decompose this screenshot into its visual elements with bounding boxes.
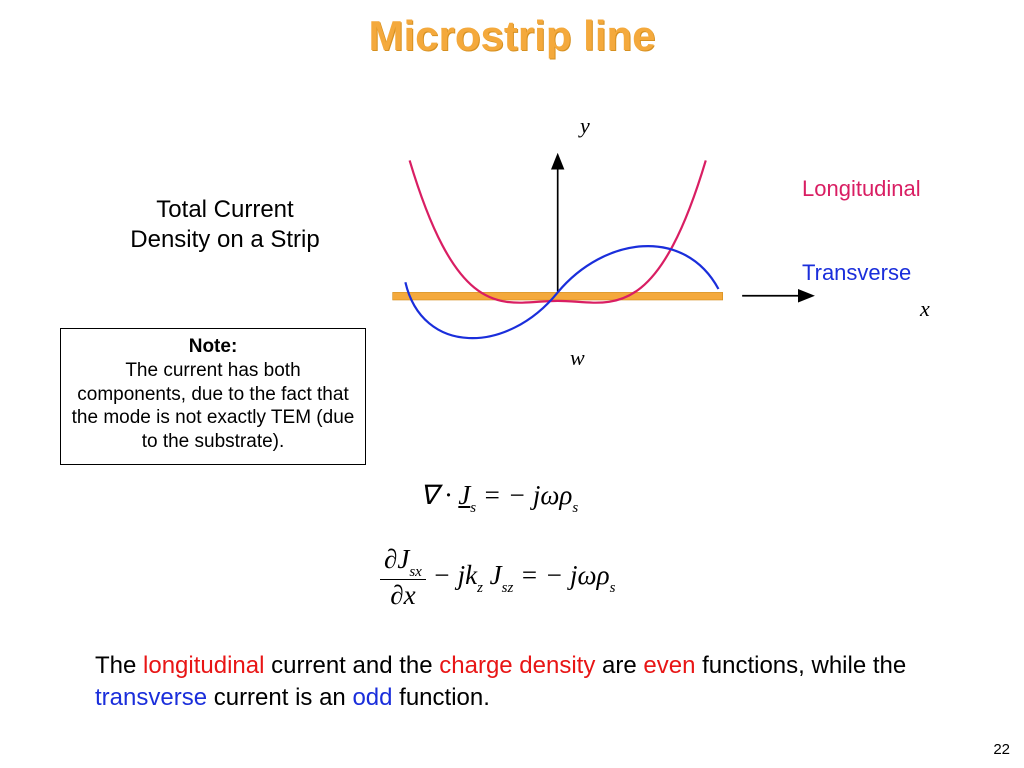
- legend-longitudinal: Longitudinal: [802, 176, 921, 202]
- bt-odd: odd: [352, 684, 392, 711]
- page-title: Microstrip line: [0, 12, 1024, 60]
- subtitle-line1: Total Current: [156, 196, 293, 223]
- bt-even: even: [643, 652, 695, 679]
- bt-charge: charge density: [439, 652, 595, 679]
- bt-3: are: [595, 652, 643, 679]
- bt-4: functions, while the: [695, 652, 906, 679]
- equation-2: ∂Jsx ∂x − jkz Jsz = − jωρs: [380, 544, 730, 611]
- bt-trans: transverse: [95, 684, 207, 711]
- eq2-rest: − jkz Jsz = − jωρs: [426, 560, 616, 590]
- current-density-diagram: [380, 120, 820, 370]
- equation-1: ∇ · Js = − jωρs: [420, 480, 770, 515]
- subtitle-line2: Density on a Strip: [130, 226, 319, 253]
- subtitle: Total Current Density on a Strip: [100, 195, 350, 255]
- eq2-numerator: ∂Jsx: [380, 544, 426, 580]
- y-axis-label: y: [580, 113, 590, 139]
- eq2-denominator: ∂x: [380, 580, 426, 611]
- legend-transverse: Transverse: [802, 260, 911, 286]
- eq2-fraction: ∂Jsx ∂x: [380, 544, 426, 611]
- bt-5: current is an: [207, 684, 352, 711]
- strip-width-label: w: [570, 345, 585, 371]
- bt-longi: longitudinal: [143, 652, 264, 679]
- note-body: The current has both components, due to …: [72, 360, 355, 452]
- eq1-content: ∇ · Js = − jωρs: [420, 480, 578, 510]
- note-box: Note: The current has both components, d…: [60, 328, 366, 465]
- bottom-statement: The longitudinal current and the charge …: [95, 650, 935, 715]
- bt-1: The: [95, 652, 143, 679]
- note-heading: Note:: [189, 336, 238, 357]
- bt-6: function.: [393, 684, 490, 711]
- bt-2: current and the: [264, 652, 439, 679]
- x-axis-label: x: [920, 296, 930, 322]
- page-number: 22: [993, 741, 1010, 758]
